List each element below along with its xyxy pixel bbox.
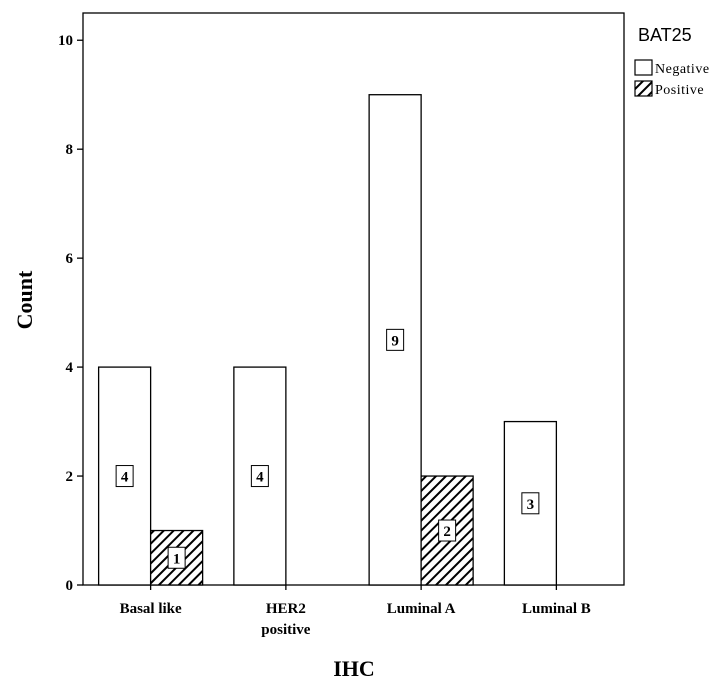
- data-label: 4: [121, 470, 129, 486]
- x-tick-label: HER2: [266, 601, 306, 617]
- data-label-box: [167, 546, 186, 569]
- data-label: 4: [256, 470, 264, 486]
- bar-positive: [420, 475, 474, 586]
- data-label-box: [521, 492, 540, 515]
- y-tick-label: 0: [66, 578, 74, 594]
- legend-swatch-negative: [634, 59, 653, 76]
- data-label-box: [386, 328, 405, 351]
- x-tick-label: Luminal B: [522, 601, 591, 617]
- y-tick-label: 2: [66, 469, 74, 485]
- y-tick-label: 6: [66, 251, 74, 267]
- legend-label-negative: Negative: [655, 62, 710, 77]
- data-label-box: [438, 519, 457, 542]
- legend: BAT25 Negative Positive: [634, 25, 710, 98]
- data-label: 3: [527, 497, 535, 513]
- y-tick-label: 8: [66, 142, 74, 158]
- data-label-box: [115, 465, 134, 488]
- legend-swatch-positive: [634, 80, 653, 97]
- x-tick-label: positive: [261, 622, 311, 638]
- bars: 4 1 4 9 2 3: [97, 94, 558, 586]
- x-axis-ticks: Basal like HER2 positive Luminal A Luminal B: [120, 585, 591, 638]
- y-tick-label: 10: [58, 33, 73, 49]
- x-tick-label: Basal like: [120, 601, 182, 617]
- x-axis-title: IHC: [333, 656, 375, 681]
- data-label: 1: [173, 551, 181, 567]
- data-label-box: [250, 465, 269, 488]
- legend-label-positive: Positive: [655, 83, 704, 98]
- y-axis-title: Count: [12, 270, 37, 329]
- y-axis-ticks: 0 2 4 6 8 10: [58, 33, 83, 594]
- x-tick-label: Luminal A: [387, 601, 456, 617]
- legend-items: Negative Positive: [634, 59, 710, 98]
- legend-title: BAT25: [638, 25, 692, 45]
- y-tick-label: 4: [66, 360, 74, 376]
- data-label: 2: [443, 524, 451, 540]
- data-label: 9: [391, 333, 399, 349]
